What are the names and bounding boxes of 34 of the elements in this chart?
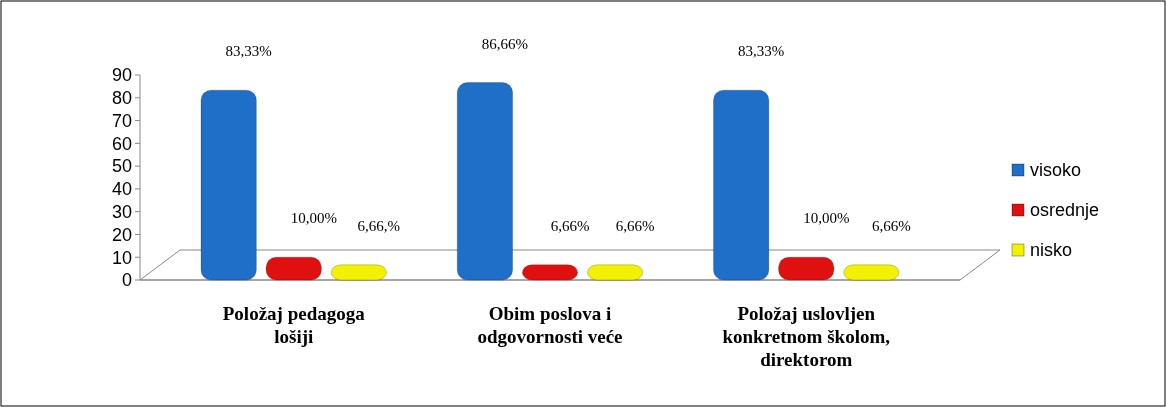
x-tick-label: Obim poslova i odgovornosti veće (477, 303, 623, 347)
legend-label: nisko (1030, 240, 1073, 261)
bar (713, 89, 770, 281)
data-label: 10,00% (290, 210, 337, 227)
y-tick-label: 50 (111, 156, 132, 177)
data-label: 6,66% (615, 217, 655, 234)
bar (521, 264, 579, 281)
y-tick-label: 30 (111, 201, 132, 222)
bar (586, 264, 644, 281)
legend-label: visoko (1030, 160, 1082, 181)
data-label: 6,66% (871, 217, 911, 234)
data-label: 6,66% (550, 217, 590, 234)
x-tick-label: Položaj uslovljen konkretnom školom, direktorom (722, 303, 891, 370)
bar (265, 256, 322, 281)
data-label: 86,66% (481, 35, 529, 52)
y-tick-label: 70 (111, 110, 132, 131)
data-label: 83,33% (225, 43, 272, 60)
data-label: 83,33% (738, 43, 785, 60)
y-tick-label: 20 (111, 224, 132, 245)
bar (456, 82, 514, 281)
bar (330, 264, 387, 281)
y-tick-label: 40 (111, 179, 132, 200)
y-tick-label: 0 (121, 270, 132, 291)
data-label: 10,00% (803, 210, 850, 227)
y-tick-label: 60 (111, 133, 132, 154)
bar (778, 256, 835, 281)
y-tick-label: 10 (111, 247, 132, 268)
x-tick-label: Položaj pedagoga lošiji (222, 303, 366, 347)
y-tick-label: 80 (111, 88, 132, 109)
legend-label: osrednje (1030, 200, 1100, 221)
bar (843, 264, 900, 281)
bar (200, 89, 257, 281)
data-label: 6,66,% (357, 217, 401, 234)
y-tick-label: 90 (111, 65, 132, 86)
